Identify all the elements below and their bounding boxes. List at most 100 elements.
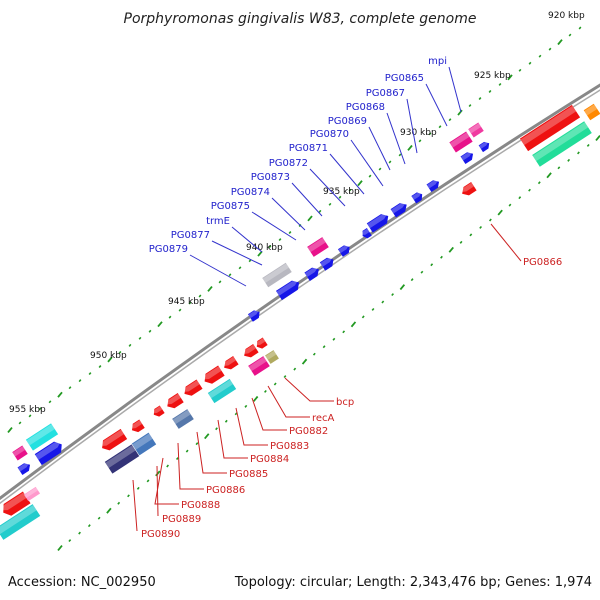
tick-mark (283, 375, 287, 379)
tick-mark (68, 539, 72, 543)
plus-label-connector (211, 240, 263, 266)
kbp-label: 940 kbp (246, 243, 283, 253)
minus-gene-arrow (1, 491, 31, 516)
gene-block (519, 104, 581, 152)
plus-gene-label: PG0879 (149, 244, 188, 255)
gene-block (23, 486, 41, 502)
tick-mark (322, 345, 326, 349)
kbp-label: 935 kbp (323, 187, 360, 197)
tick-mark (448, 246, 454, 253)
tick-mark (420, 270, 424, 274)
plus-gene-label: PG0875 (211, 201, 250, 212)
gene-block (131, 432, 157, 456)
tick-mark (568, 33, 572, 37)
genome-backbone (0, 83, 600, 505)
plus-gene-arrow (304, 267, 319, 282)
gene-block (262, 262, 292, 288)
plus-gene-label: PG0865 (385, 73, 424, 84)
kbp-label: 955 kbp (9, 405, 46, 415)
minus-label-connector (132, 479, 138, 532)
tick-mark (518, 196, 522, 200)
map-title: Porphyromonas gingivalis W83, complete g… (124, 11, 477, 27)
minus-gene-label: PG0888 (181, 500, 220, 511)
tick-mark (328, 202, 332, 206)
tick-mark (371, 307, 375, 311)
tick-mark (548, 47, 552, 51)
tick-mark (78, 531, 81, 535)
plus-label-connector (368, 126, 391, 171)
minus-gene-label: PG0866 (523, 257, 562, 268)
tick-mark (368, 174, 372, 178)
tick-mark (273, 382, 277, 386)
tick-mark (307, 215, 313, 222)
tick-mark (410, 278, 414, 282)
plus-label-connector (231, 226, 263, 253)
minus-gene-arrow (100, 428, 128, 451)
gene-block (0, 504, 41, 540)
plus-gene-label: PG0873 (251, 172, 290, 183)
plus-gene-arrow (390, 202, 407, 218)
minus-gene-arrow (183, 379, 203, 396)
tick-mark (537, 181, 541, 185)
minus-gene-label: PG0889 (162, 514, 201, 525)
plus-gene-arrow (361, 228, 372, 239)
tick-mark (204, 433, 210, 440)
minus-gene-arrow (203, 365, 225, 384)
plus-gene-arrow (275, 280, 300, 301)
tick-mark (136, 486, 140, 490)
gene-features (0, 103, 600, 540)
plus-gene-arrow (478, 141, 490, 153)
minus-label-connector (217, 419, 248, 459)
minus-gene-label: PG0886 (206, 485, 245, 496)
tick-mark (488, 90, 492, 93)
tick-mark (7, 427, 13, 433)
tick-mark (557, 166, 561, 170)
tick-mark (68, 386, 72, 390)
tick-mark (586, 143, 590, 147)
accession-text: Accession: NC_002950 (8, 575, 156, 590)
tick-mark (28, 414, 32, 418)
minus-gene-arrow (243, 343, 259, 358)
tick-mark (357, 180, 363, 187)
tick-mark (312, 352, 316, 356)
minus-gene-label: PG0882 (289, 426, 328, 437)
gene-block (583, 103, 600, 121)
tick-mark (528, 61, 532, 65)
minus-gene-label: recA (312, 413, 335, 424)
plus-label-connector (309, 168, 346, 207)
tick-mark (127, 494, 130, 498)
tick-mark (301, 358, 308, 365)
plus-gene-label: PG0877 (171, 230, 210, 241)
plus-gene-label: mpi (428, 56, 447, 67)
tick-mark (178, 308, 182, 312)
kbp-label: 920 kbp (548, 11, 585, 21)
tick-mark (87, 524, 91, 528)
tick-marks (7, 26, 600, 551)
plus-gene-arrow (337, 245, 350, 257)
minus-label-connector (251, 397, 287, 431)
tick-mark (448, 118, 452, 122)
tick-mark (438, 125, 442, 129)
gene-block (25, 423, 59, 451)
tick-mark (361, 315, 365, 319)
tick-mark (268, 245, 272, 249)
gene-block (248, 356, 270, 376)
plus-label-connector (291, 182, 323, 217)
tick-mark (430, 263, 434, 267)
minus-label-connector (154, 457, 179, 505)
tick-mark (381, 300, 385, 304)
tick-mark (398, 153, 402, 157)
tick-mark (248, 259, 252, 263)
minus-label-connector (490, 223, 522, 262)
tick-mark (407, 144, 413, 151)
tick-mark (117, 501, 121, 505)
tick-mark (538, 54, 542, 58)
tick-mark (57, 545, 63, 551)
plus-gene-label: PG0872 (269, 158, 308, 169)
plus-label-connector (350, 139, 384, 187)
tick-mark (288, 231, 292, 234)
genome-summary-text: Topology: circular; Length: 2,343,476 bp… (234, 575, 592, 590)
gene-block (449, 131, 473, 153)
minus-gene-arrow (223, 355, 239, 370)
